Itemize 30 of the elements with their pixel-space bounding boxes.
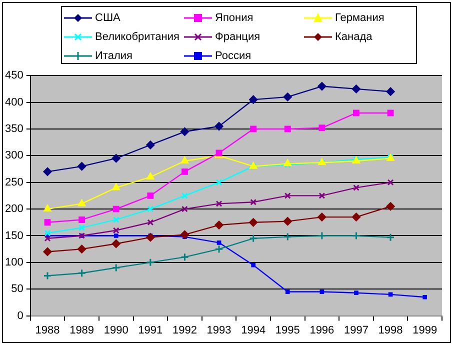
legend-label: Германия (335, 12, 384, 24)
x-tick-label: 1997 (344, 324, 368, 336)
x-tick-label: 1993 (206, 324, 232, 336)
y-tick-label: 50 (11, 283, 24, 296)
y-tick-label: 250 (4, 176, 24, 188)
legend-label: Япония (215, 12, 254, 24)
x-tick-label: 1999 (412, 324, 438, 336)
x-tick-label: 1989 (70, 324, 94, 336)
x-tick-label: 1996 (310, 324, 334, 336)
y-tick-label: 150 (4, 230, 24, 242)
legend-label: Канада (335, 30, 372, 42)
x-tick-label: 1990 (104, 324, 128, 336)
legend-label: США (95, 12, 120, 24)
x-tick-label: 1998 (378, 324, 403, 336)
y-tick-label: 350 (4, 123, 24, 136)
legend-label: Франция (215, 30, 260, 42)
x-tick-label: 1991 (138, 324, 163, 336)
y-tick-label: 450 (4, 70, 24, 82)
legend-label: Россия (215, 50, 252, 62)
x-tick-label: 1988 (35, 324, 60, 336)
y-tick-label: 300 (4, 150, 24, 162)
x-tick-label: 1994 (241, 324, 266, 336)
y-tick-label: 200 (4, 203, 24, 216)
y-tick-label: 400 (4, 96, 24, 108)
legend-label: Италия (95, 50, 132, 62)
y-tick-label: 0 (17, 310, 24, 322)
x-tick-label: 1992 (172, 324, 197, 336)
y-tick-label: 100 (4, 256, 24, 268)
legend-label: Великобритания (95, 30, 180, 42)
x-tick-label: 1995 (275, 324, 300, 336)
